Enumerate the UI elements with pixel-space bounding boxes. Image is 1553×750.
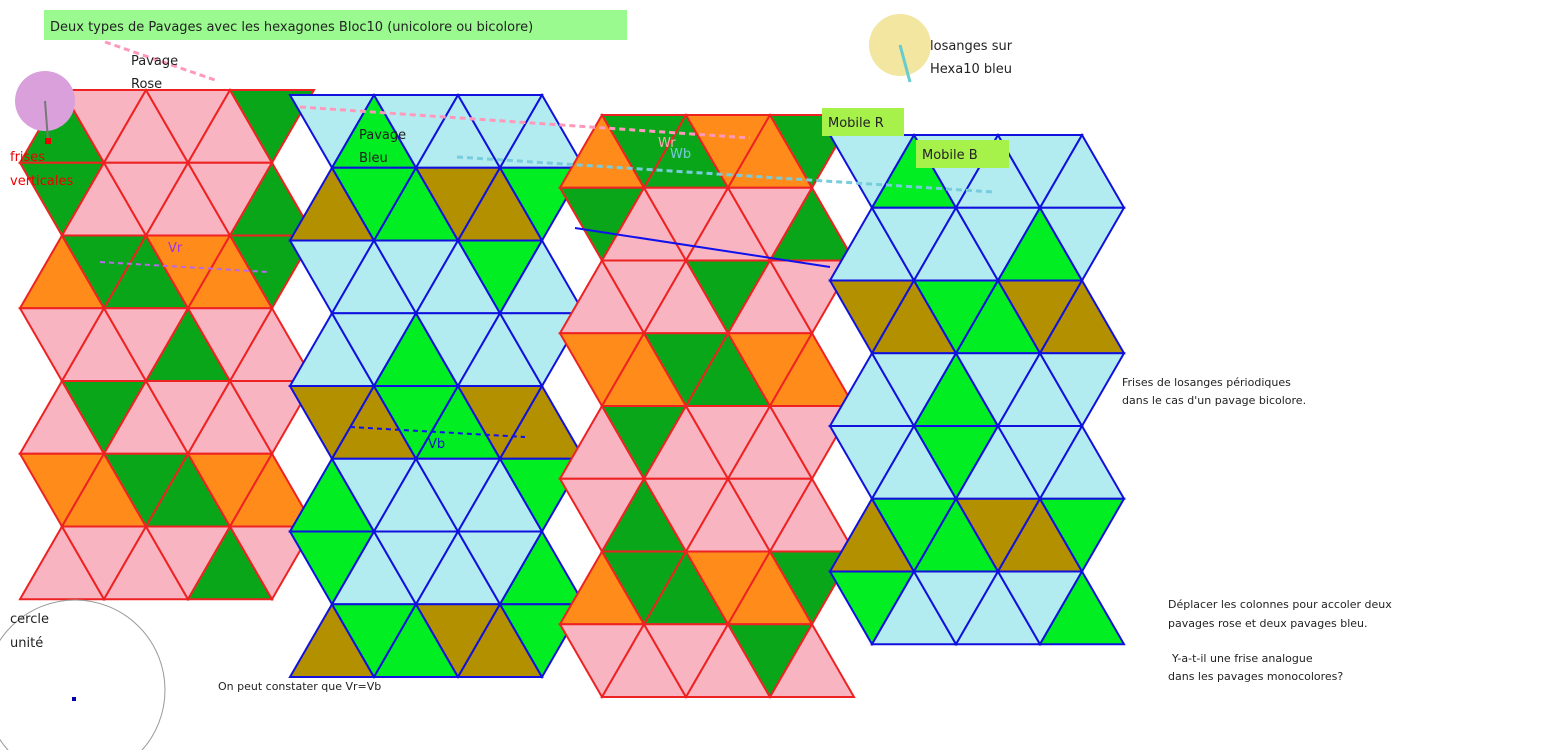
point xyxy=(72,697,76,701)
unit-circle xyxy=(0,599,166,750)
tile xyxy=(1038,497,1126,574)
note: On peut constater que Vr=Vb xyxy=(218,680,381,693)
title: Deux types de Pavages avec les hexagones… xyxy=(50,20,533,35)
tiling xyxy=(18,88,1126,699)
vector-label: Vr xyxy=(168,241,183,256)
vector-vr xyxy=(99,261,269,273)
tile xyxy=(228,234,316,311)
label: cercle xyxy=(10,612,49,627)
note: Y-a-t-il une frise analogue xyxy=(1171,652,1313,665)
tile xyxy=(228,379,316,456)
tile xyxy=(1038,569,1126,646)
note: dans les pavages monocolores? xyxy=(1168,670,1343,683)
label: unité xyxy=(10,636,43,651)
note: pavages rose et deux pavages bleu. xyxy=(1168,617,1368,630)
tile xyxy=(768,622,856,698)
tile xyxy=(228,525,316,602)
vector-label: Vb xyxy=(428,437,445,452)
point xyxy=(45,138,51,144)
mobile-r[interactable]: Mobile R xyxy=(828,116,884,131)
tile xyxy=(228,89,316,165)
note: Déplacer les colonnes pour accoler deux xyxy=(1168,598,1392,611)
note: Frises de losanges périodiques xyxy=(1122,376,1291,389)
control-line xyxy=(44,100,49,141)
vector-arrow xyxy=(574,227,831,268)
label: Hexa10 bleu xyxy=(930,62,1012,77)
mobile-r-box[interactable] xyxy=(822,108,904,136)
label: Bleu xyxy=(359,151,388,166)
tile xyxy=(1038,206,1126,283)
mobile-b[interactable]: Mobile B xyxy=(922,148,978,163)
label: verticales xyxy=(10,174,73,189)
note: dans le cas d'un pavage bicolore. xyxy=(1122,394,1306,407)
vector-vb xyxy=(349,426,526,438)
vector-label: Wb xyxy=(670,147,691,162)
vector-label: Wr xyxy=(658,136,676,151)
title-box xyxy=(44,10,627,40)
dashed-line xyxy=(299,105,751,140)
label: frises xyxy=(10,150,45,165)
label: Pavage xyxy=(359,128,406,143)
label: losanges sur xyxy=(930,39,1013,54)
label: Rose xyxy=(131,77,162,92)
mobile-b-box[interactable] xyxy=(916,140,1009,168)
control-line xyxy=(898,44,912,83)
label: Pavage xyxy=(131,54,178,69)
tile xyxy=(1038,352,1126,428)
